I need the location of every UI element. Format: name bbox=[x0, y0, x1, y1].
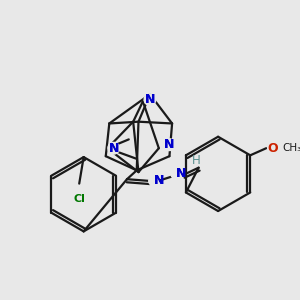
Circle shape bbox=[171, 169, 180, 179]
Text: N: N bbox=[145, 93, 155, 106]
Circle shape bbox=[149, 176, 158, 186]
Text: Cl: Cl bbox=[73, 194, 85, 204]
Text: N: N bbox=[109, 142, 119, 155]
Text: N: N bbox=[176, 167, 186, 180]
Circle shape bbox=[108, 142, 120, 154]
Text: N: N bbox=[145, 93, 155, 106]
Text: N: N bbox=[176, 167, 186, 180]
Text: O: O bbox=[267, 142, 278, 155]
Circle shape bbox=[164, 139, 175, 151]
Text: N: N bbox=[164, 138, 175, 151]
Text: N: N bbox=[154, 175, 164, 188]
Text: N: N bbox=[109, 142, 119, 155]
Text: CH₃: CH₃ bbox=[282, 143, 300, 153]
Text: N: N bbox=[164, 138, 175, 151]
Text: H: H bbox=[192, 154, 200, 166]
Circle shape bbox=[144, 94, 156, 105]
Text: N: N bbox=[154, 175, 164, 188]
